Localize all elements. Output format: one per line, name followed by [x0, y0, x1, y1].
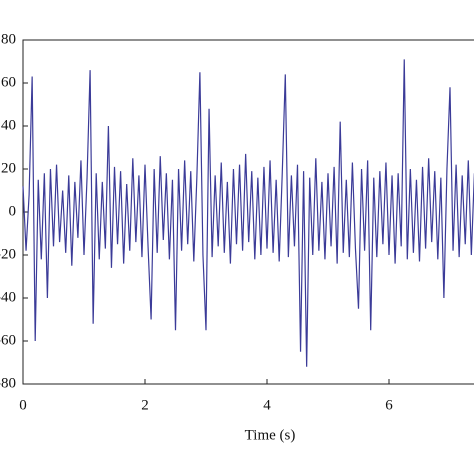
y-tick-label: 80	[1, 31, 16, 47]
x-tick-label: 2	[141, 397, 149, 413]
x-tick-label: 0	[19, 397, 27, 413]
y-tick-label: -40	[0, 289, 16, 305]
y-tick-label: 0	[9, 203, 17, 219]
y-tick-label: 20	[1, 160, 16, 176]
signal-line	[22, 59, 474, 367]
y-tick-label: -20	[0, 246, 16, 262]
y-tick-label: 40	[1, 117, 16, 133]
x-tick-label: 4	[263, 397, 271, 413]
y-tick-label: 60	[1, 74, 16, 90]
x-axis-label: Time (s)	[245, 427, 296, 443]
y-tick-label: -60	[0, 332, 16, 348]
x-tick-label: 6	[385, 397, 393, 413]
y-tick-label: -80	[0, 375, 16, 391]
